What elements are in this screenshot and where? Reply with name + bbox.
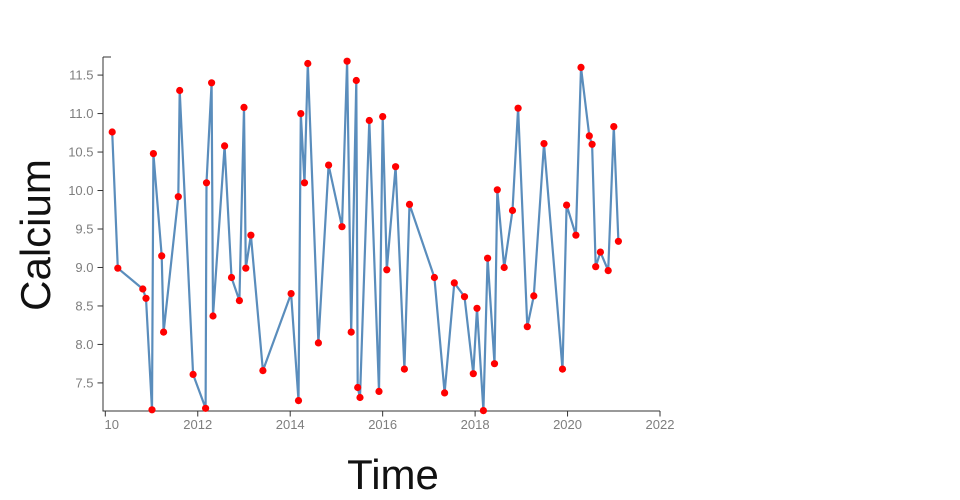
data-point: [294, 397, 303, 405]
data-point: [304, 59, 312, 68]
data-point: [325, 161, 333, 169]
data-point: [365, 116, 373, 125]
data-point: [343, 57, 351, 65]
data-point: [148, 406, 156, 414]
data-point: [500, 263, 508, 272]
data-point: [479, 407, 487, 415]
y-tick-label: 9.5: [75, 221, 93, 236]
data-point: [142, 294, 150, 302]
data-point: [450, 279, 458, 287]
data-point: [287, 290, 295, 298]
data-point: [490, 360, 499, 368]
data-point: [383, 266, 391, 274]
data-point: [610, 123, 618, 131]
x-tick-label: 2014: [276, 417, 305, 432]
data-point: [514, 104, 522, 112]
x-tick-label: 2012: [183, 417, 212, 432]
data-point: [460, 293, 469, 301]
data-point: [577, 63, 585, 71]
data-point: [614, 237, 623, 245]
data-point: [540, 140, 548, 148]
data-point: [297, 110, 305, 118]
data-point: [189, 370, 197, 378]
x-tick-label: 2016: [368, 417, 397, 432]
data-point: [108, 128, 116, 136]
data-point: [430, 273, 438, 282]
x-tick-label: 10: [105, 417, 119, 432]
x-axis-title: Time: [347, 451, 439, 498]
data-point: [221, 142, 229, 150]
data-point: [572, 231, 580, 239]
data-point: [174, 193, 182, 201]
data-point: [242, 264, 250, 272]
x-tick-label: 2022: [646, 417, 675, 432]
data-point: [379, 113, 387, 121]
y-tick-label: 8.0: [75, 337, 93, 352]
data-point: [354, 383, 362, 392]
data-point: [473, 304, 481, 312]
data-point: [592, 263, 600, 271]
data-point: [508, 206, 517, 215]
y-tick-label: 10.5: [68, 145, 93, 160]
data-point: [356, 393, 364, 402]
data-point: [604, 267, 612, 275]
data-point: [352, 76, 360, 85]
data-point: [240, 103, 248, 111]
data-point: [375, 387, 383, 395]
data-point: [247, 231, 255, 239]
data-points: [108, 57, 623, 415]
data-point: [493, 186, 501, 194]
data-point: [596, 248, 605, 256]
plot-line: [111, 60, 620, 412]
data-point: [314, 339, 322, 347]
data-point: [405, 200, 414, 208]
data-point: [588, 140, 596, 148]
data-point: [441, 389, 449, 397]
data-point: [235, 297, 243, 305]
data-point: [530, 292, 538, 300]
data-point: [158, 252, 166, 260]
data-point: [338, 223, 346, 231]
y-tick-label: 11.5: [69, 68, 93, 83]
y-axis: 7.5 8.0 8.5 9.0 9.5 10.0 10.5 11.0 11.5: [68, 56, 111, 412]
y-axis-title: Calcium: [12, 159, 59, 311]
data-point: [208, 79, 216, 87]
y-tick-label: 7.5: [75, 375, 93, 390]
x-tick-label: 2018: [461, 417, 490, 432]
data-point: [176, 86, 184, 95]
data-point: [209, 312, 217, 320]
data-point: [347, 328, 355, 336]
data-point: [114, 264, 122, 272]
y-tick-label: 11.0: [69, 106, 93, 121]
y-tick-label: 8.5: [75, 298, 93, 313]
data-point: [227, 273, 236, 282]
data-point: [160, 328, 168, 336]
data-point: [149, 150, 157, 158]
data-point: [392, 163, 400, 171]
data-point: [563, 201, 571, 209]
data-point: [300, 179, 309, 187]
data-point: [202, 404, 210, 412]
x-axis: 10 2012 2014 2016 2018 2020 2022: [103, 410, 675, 432]
data-point: [523, 323, 531, 331]
data-point: [202, 179, 211, 187]
x-tick-label: 2020: [553, 417, 582, 432]
data-point: [139, 285, 147, 293]
data-point: [484, 254, 492, 262]
data-point: [585, 132, 593, 140]
y-tick-label: 10.0: [68, 183, 93, 198]
data-point: [469, 370, 477, 378]
data-point: [558, 365, 567, 373]
data-point: [400, 365, 408, 373]
y-tick-label: 9.0: [75, 260, 93, 275]
data-point: [259, 367, 267, 375]
